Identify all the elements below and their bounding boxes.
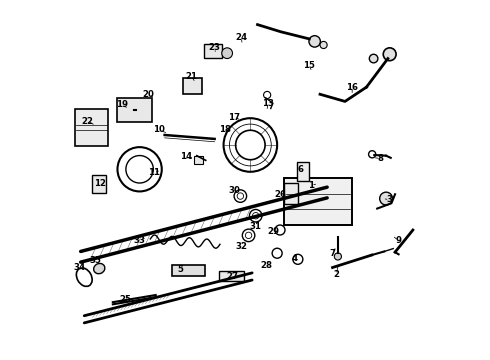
Text: 30: 30	[228, 186, 240, 195]
FancyBboxPatch shape	[297, 162, 309, 181]
Text: 5: 5	[178, 265, 184, 274]
Text: 9: 9	[395, 236, 402, 245]
FancyBboxPatch shape	[183, 78, 202, 94]
FancyBboxPatch shape	[194, 157, 203, 164]
Text: 12: 12	[95, 179, 106, 188]
FancyBboxPatch shape	[204, 44, 222, 58]
Ellipse shape	[94, 264, 105, 274]
FancyBboxPatch shape	[219, 271, 245, 281]
Text: 26: 26	[275, 190, 287, 199]
Text: 22: 22	[82, 117, 94, 126]
Text: 1: 1	[308, 181, 314, 190]
Text: 35: 35	[90, 256, 101, 265]
Text: 8: 8	[378, 154, 384, 163]
Text: 19: 19	[116, 100, 128, 109]
Text: 13: 13	[262, 99, 274, 108]
Circle shape	[334, 253, 342, 260]
Text: 33: 33	[134, 236, 146, 245]
Circle shape	[222, 48, 232, 59]
Circle shape	[369, 54, 378, 63]
Text: 20: 20	[143, 90, 154, 99]
Text: 2: 2	[333, 270, 339, 279]
Text: 31: 31	[250, 222, 262, 231]
Text: 3: 3	[387, 195, 392, 204]
Text: 28: 28	[260, 261, 272, 270]
Circle shape	[380, 192, 392, 205]
FancyBboxPatch shape	[172, 265, 205, 276]
Text: 24: 24	[235, 33, 247, 42]
Circle shape	[320, 41, 327, 49]
Text: 17: 17	[228, 113, 241, 122]
FancyBboxPatch shape	[284, 183, 297, 204]
Text: 6: 6	[297, 165, 303, 174]
Text: 23: 23	[209, 43, 221, 52]
FancyBboxPatch shape	[75, 109, 108, 146]
Text: 32: 32	[235, 242, 247, 251]
Text: 14: 14	[180, 152, 192, 161]
Text: 18: 18	[220, 126, 231, 135]
Text: 25: 25	[120, 295, 131, 304]
Text: 27: 27	[226, 272, 239, 281]
Text: 29: 29	[268, 227, 280, 236]
Text: 16: 16	[346, 83, 358, 92]
Text: 34: 34	[74, 263, 86, 272]
Circle shape	[309, 36, 320, 47]
FancyBboxPatch shape	[284, 178, 352, 225]
Text: 21: 21	[185, 72, 197, 81]
Text: 15: 15	[303, 61, 315, 70]
Circle shape	[383, 48, 396, 61]
Text: 4: 4	[292, 254, 298, 263]
Text: 11: 11	[148, 168, 160, 177]
Text: 7: 7	[329, 249, 336, 258]
Text: 10: 10	[153, 126, 165, 135]
FancyBboxPatch shape	[117, 98, 152, 122]
FancyBboxPatch shape	[92, 175, 106, 193]
